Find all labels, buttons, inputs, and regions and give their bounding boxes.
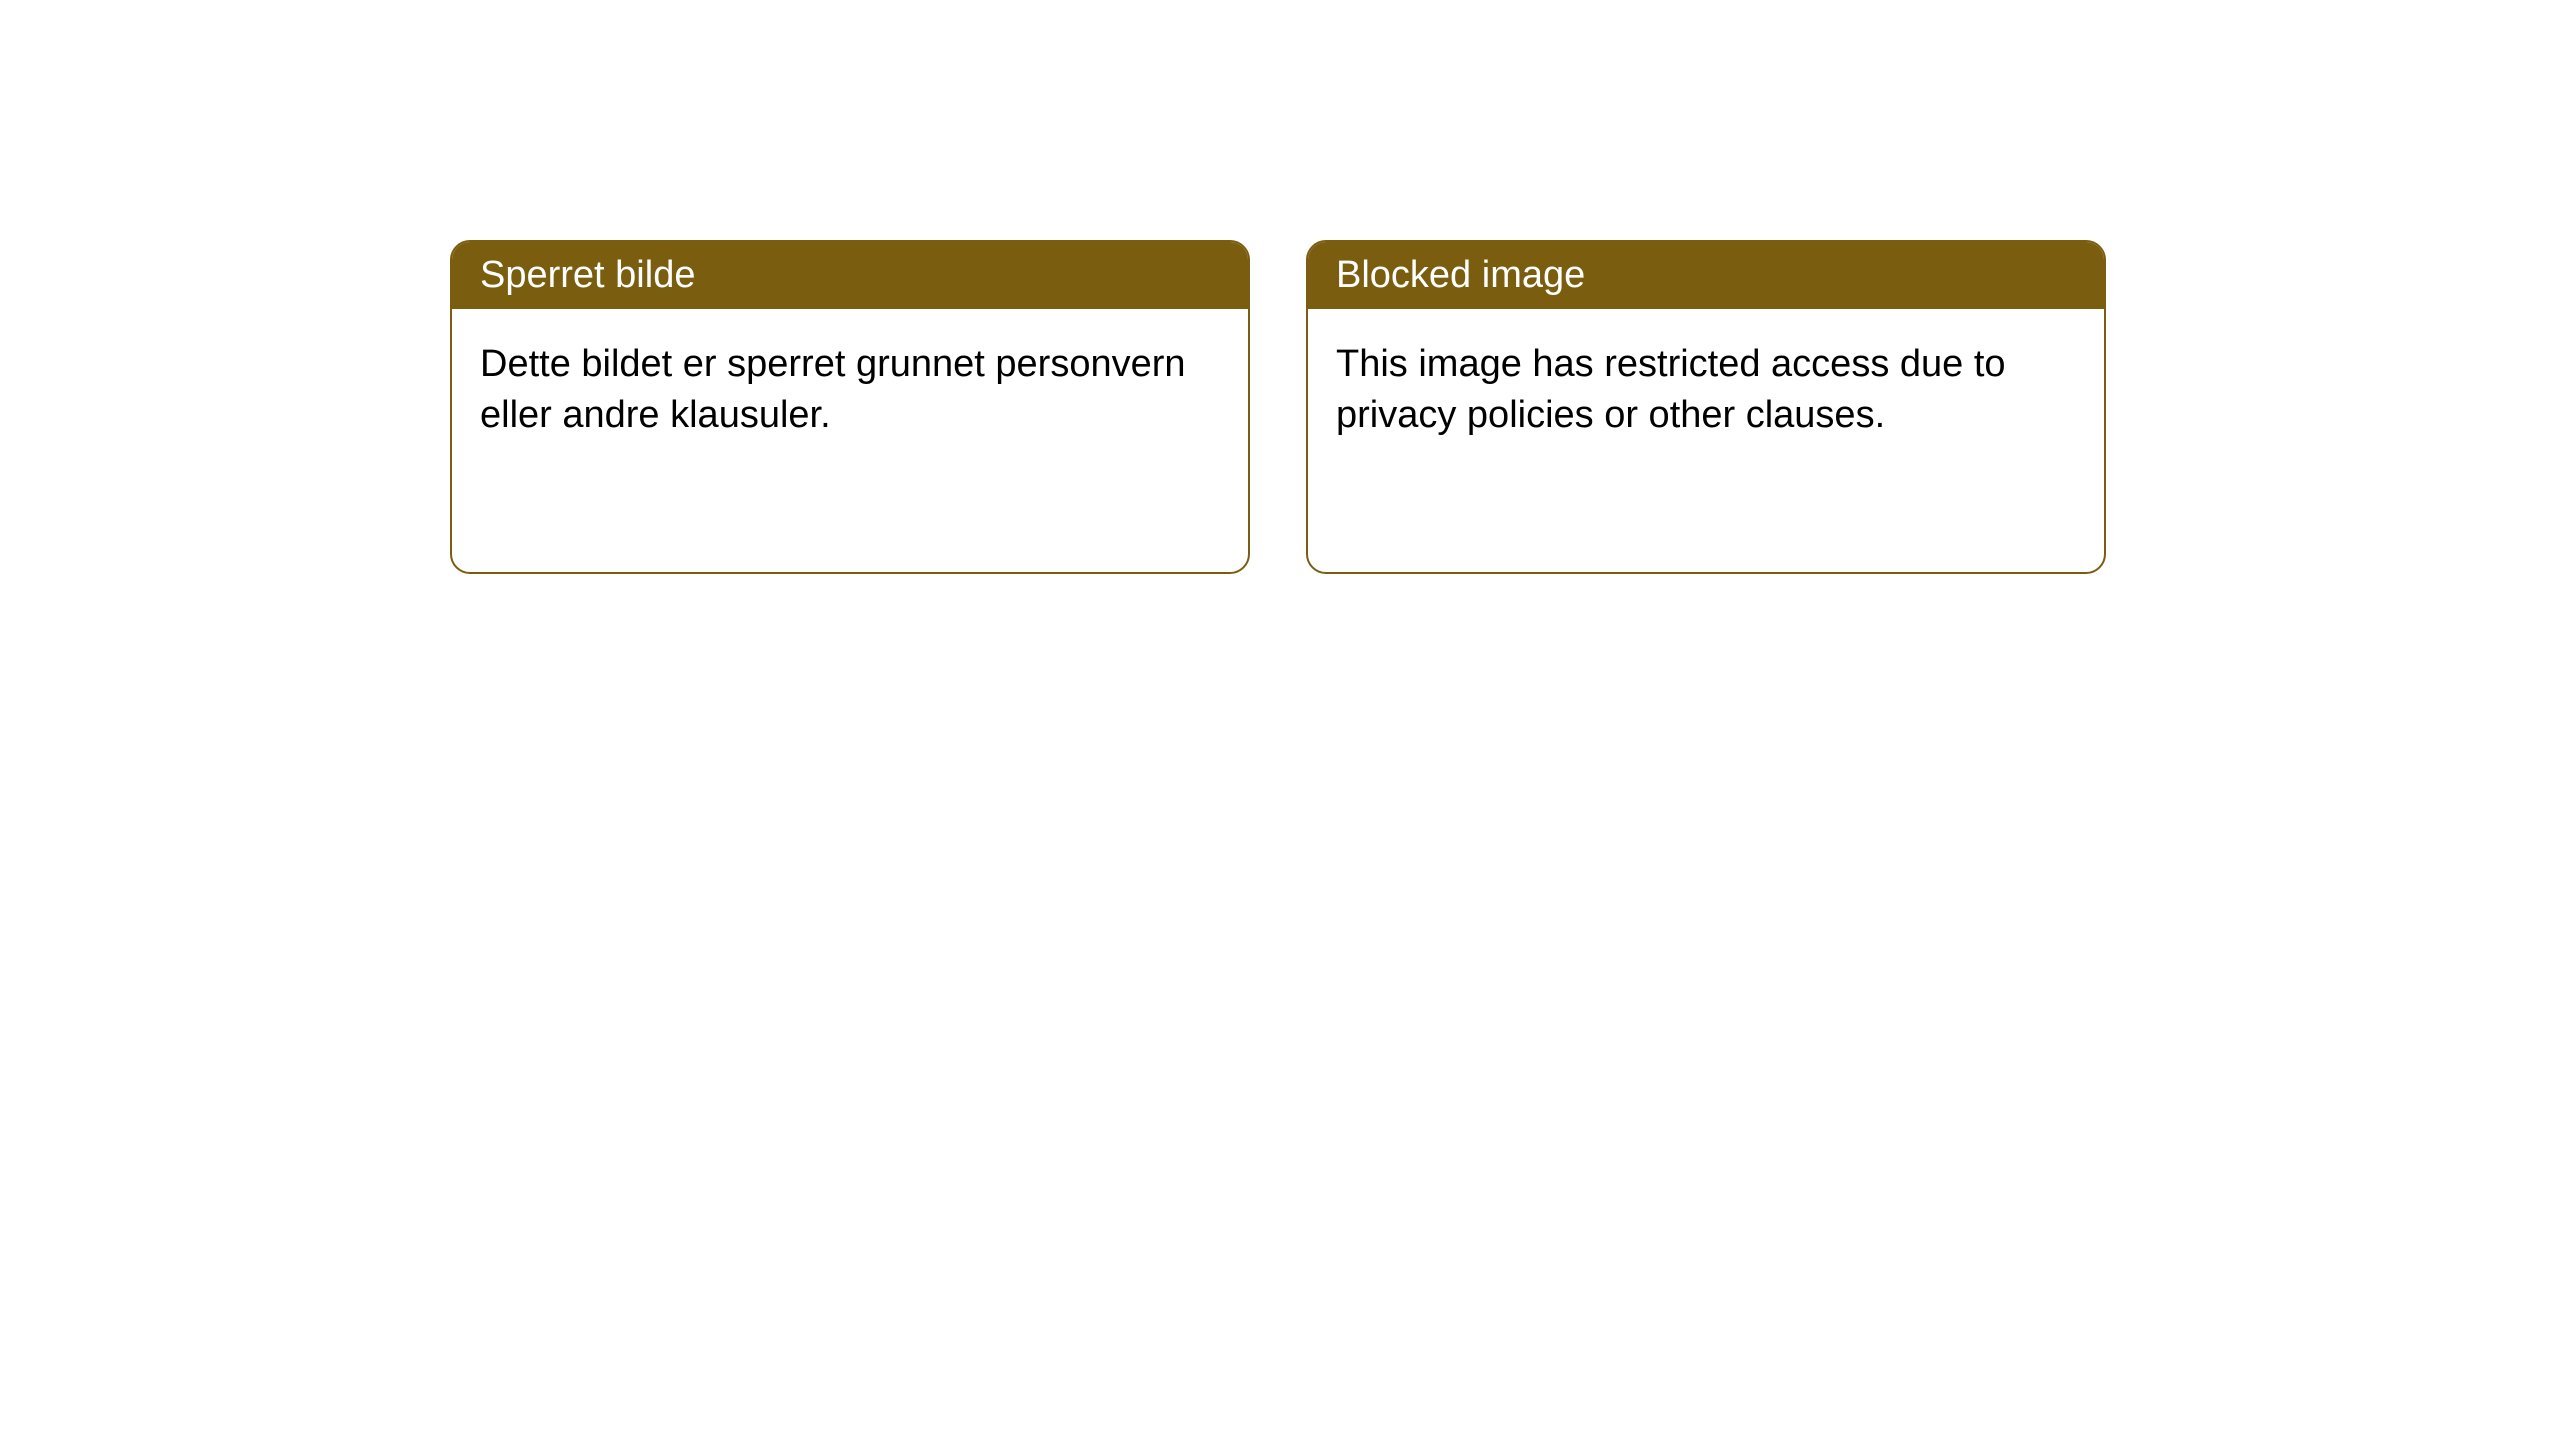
card-title: Blocked image: [1336, 254, 1585, 296]
card-header: Blocked image: [1308, 242, 2104, 309]
card-body-text: This image has restricted access due to …: [1336, 343, 2006, 436]
card-norwegian: Sperret bilde Dette bildet er sperret gr…: [450, 240, 1250, 574]
card-english: Blocked image This image has restricted …: [1306, 240, 2106, 574]
cards-container: Sperret bilde Dette bildet er sperret gr…: [0, 0, 2560, 574]
card-title: Sperret bilde: [480, 254, 695, 296]
card-header: Sperret bilde: [452, 242, 1248, 309]
card-body-text: Dette bildet er sperret grunnet personve…: [480, 343, 1186, 436]
card-body: Dette bildet er sperret grunnet personve…: [452, 309, 1248, 472]
card-body: This image has restricted access due to …: [1308, 309, 2104, 472]
